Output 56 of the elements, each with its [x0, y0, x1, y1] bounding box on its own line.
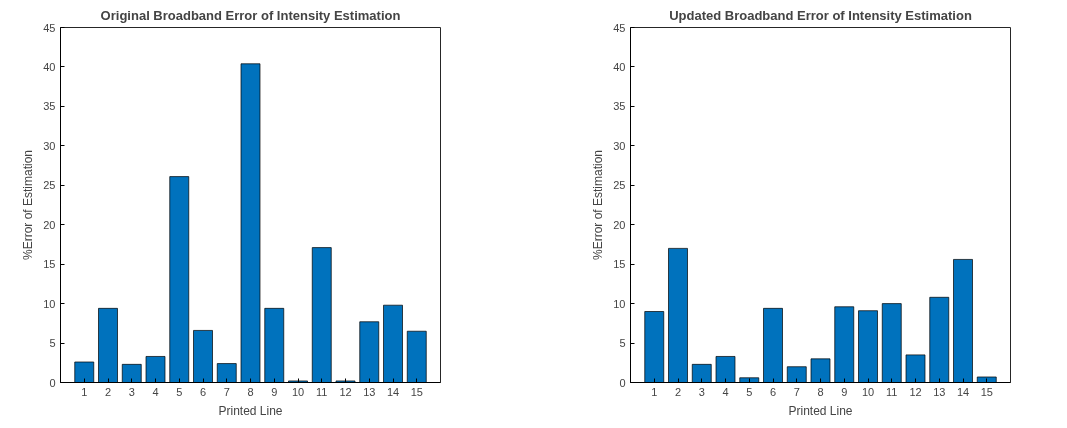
y-tick-label: 45: [613, 21, 626, 34]
y-tick-label: 45: [43, 21, 56, 34]
x-tick-label: 12: [339, 385, 352, 398]
y-tick-label: 30: [613, 139, 626, 152]
x-tick-label: 9: [271, 385, 278, 398]
x-tick-label: 2: [674, 385, 682, 398]
y-tick-label: 35: [613, 100, 626, 113]
x-axis-title: Printed Line: [218, 403, 283, 418]
x-tick-label: 5: [176, 385, 183, 398]
chart-title: Original Broadband Error of Intensity Estimation: [100, 7, 401, 23]
y-tick-label: 15: [613, 258, 626, 271]
x-tick-label: 2: [104, 385, 112, 398]
x-tick-label: 3: [128, 385, 135, 398]
y-tick-label: 0: [619, 376, 626, 389]
y-tick-label: 5: [619, 337, 626, 350]
y-tick-label: 25: [613, 179, 626, 192]
x-axis-title: Printed Line: [788, 403, 853, 418]
y-axis-title: %Error of Estimation: [591, 149, 606, 261]
x-tick-label: 14: [956, 385, 970, 398]
x-tick-label: 1: [651, 385, 658, 398]
x-tick-label: 5: [746, 385, 753, 398]
y-tick-label: 20: [43, 218, 56, 231]
y-tick-label: 5: [49, 337, 56, 350]
x-tick-label: 10: [861, 385, 875, 398]
y-tick-label: 10: [613, 297, 626, 310]
x-tick-label: 3: [698, 385, 705, 398]
x-tick-label: 14: [386, 385, 400, 398]
x-tick-label: 15: [980, 385, 993, 398]
x-tick-label: 13: [933, 385, 946, 398]
y-tick-label: 20: [613, 218, 626, 231]
x-tick-label: 9: [841, 385, 848, 398]
x-tick-label: 4: [152, 385, 159, 398]
y-tick-label: 15: [43, 258, 56, 271]
y-tick-label: 30: [43, 139, 56, 152]
y-tick-label: 40: [613, 60, 626, 73]
y-tick-label: 35: [43, 100, 56, 113]
y-tick-label: 40: [43, 60, 56, 73]
x-tick-label: 8: [247, 385, 254, 398]
x-tick-label: 4: [722, 385, 729, 398]
y-tick-label: 0: [49, 376, 56, 389]
x-tick-label: 1: [81, 385, 88, 398]
x-tick-label: 6: [199, 385, 207, 398]
x-tick-label: 11: [886, 385, 898, 398]
x-tick-label: 6: [769, 385, 777, 398]
x-tick-label: 7: [793, 385, 800, 398]
x-tick-label: 11: [316, 385, 328, 398]
x-tick-label: 15: [410, 385, 423, 398]
y-axis-title: %Error of Estimation: [21, 149, 36, 261]
chart-title: Updated Broadband Error of Intensity Estimation: [669, 7, 972, 23]
x-tick-label: 13: [363, 385, 376, 398]
y-tick-label: 25: [43, 179, 56, 192]
x-tick-label: 10: [291, 385, 305, 398]
y-tick-label: 10: [43, 297, 56, 310]
x-tick-label: 8: [817, 385, 824, 398]
x-tick-label: 7: [223, 385, 230, 398]
x-tick-label: 12: [909, 385, 922, 398]
